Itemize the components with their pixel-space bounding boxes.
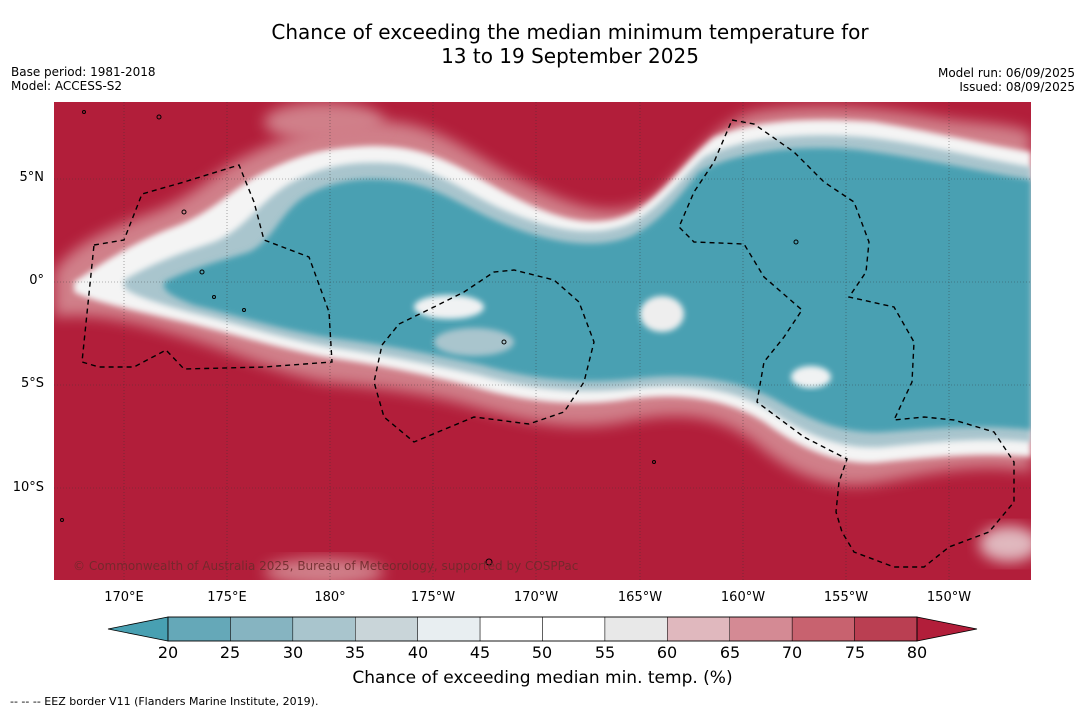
eez-borders bbox=[81, 119, 1015, 568]
copyright-notice: © Commonwealth of Australia 2025, Bureau… bbox=[73, 559, 579, 573]
title-line-2: 13 to 19 September 2025 bbox=[441, 44, 699, 68]
blob-pink-se bbox=[979, 526, 1031, 562]
meta-left: Base period: 1981-2018 Model: ACCESS-S2 bbox=[11, 65, 156, 93]
lat-label-5s: 5°S bbox=[20, 376, 44, 391]
colorbar-segment-40 bbox=[417, 616, 481, 642]
cb-tick-30: 30 bbox=[282, 643, 304, 662]
colorbar-segment-20 bbox=[167, 616, 231, 642]
colorbar-segment-70 bbox=[791, 616, 855, 642]
colorbar-segments bbox=[167, 616, 918, 642]
cb-tick-40: 40 bbox=[407, 643, 429, 662]
map-title: Chance of exceeding the median minimum t… bbox=[0, 20, 1085, 68]
blob-white-2 bbox=[640, 296, 684, 332]
colorbar-segment-65 bbox=[729, 616, 793, 642]
lat-label-0: 0° bbox=[29, 273, 44, 288]
lon-label-170w: 170°W bbox=[513, 590, 559, 605]
colorbar-segment-55 bbox=[604, 616, 668, 642]
lon-label-180: 180° bbox=[314, 590, 346, 605]
lon-label-155w: 155°W bbox=[823, 590, 869, 605]
colorbar-segment-25 bbox=[230, 616, 294, 642]
eez-border-west bbox=[81, 164, 333, 370]
colorbar-segment-35 bbox=[355, 616, 418, 642]
lat-label-10s: 10°S bbox=[12, 480, 44, 495]
colorbar-segment-30 bbox=[292, 616, 356, 642]
lon-label-175e: 175°E bbox=[207, 590, 247, 605]
eez-border-east bbox=[678, 119, 1015, 568]
cb-tick-80: 80 bbox=[906, 643, 928, 662]
lon-label-150w: 150°W bbox=[926, 590, 972, 605]
blob-white-1 bbox=[414, 295, 484, 319]
colorbar-under-arrow bbox=[107, 616, 169, 642]
base-period: Base period: 1981-2018 bbox=[11, 65, 156, 79]
probability-map bbox=[54, 102, 1031, 580]
cb-tick-50: 50 bbox=[531, 643, 553, 662]
islands bbox=[60, 110, 799, 566]
blob-pink-top bbox=[264, 102, 384, 142]
core-teal bbox=[164, 148, 1031, 433]
colorbar-segment-50 bbox=[542, 616, 606, 642]
model-run: Model run: 06/09/2025 bbox=[937, 66, 1075, 80]
blob-white-3 bbox=[791, 366, 831, 388]
colorbar-over-arrow bbox=[916, 616, 978, 642]
title-line-1: Chance of exceeding the median minimum t… bbox=[271, 20, 869, 44]
colorbar-segment-45 bbox=[479, 616, 543, 642]
blob-lightblue-1 bbox=[434, 328, 514, 356]
eez-footnote: -- -- -- EEZ border V11 (Flanders Marine… bbox=[10, 695, 319, 708]
cb-tick-55: 55 bbox=[594, 643, 616, 662]
cb-tick-70: 70 bbox=[781, 643, 803, 662]
colorbar-outline bbox=[167, 616, 918, 642]
blob-pink-bottom bbox=[264, 558, 384, 580]
lon-label-170e: 170°E bbox=[104, 590, 144, 605]
cb-tick-25: 25 bbox=[219, 643, 241, 662]
lon-label-165w: 165°W bbox=[617, 590, 663, 605]
cb-tick-35: 35 bbox=[344, 643, 366, 662]
colorbar-label: Chance of exceeding median min. temp. (%… bbox=[352, 668, 733, 688]
lon-label-160w: 160°W bbox=[720, 590, 766, 605]
lon-label-175w: 175°W bbox=[410, 590, 456, 605]
cb-tick-45: 45 bbox=[469, 643, 491, 662]
cb-tick-65: 65 bbox=[719, 643, 741, 662]
issued-date: Issued: 08/09/2025 bbox=[959, 80, 1075, 94]
eez-border-central bbox=[373, 269, 595, 443]
cb-tick-60: 60 bbox=[656, 643, 678, 662]
model-name: Model: ACCESS-S2 bbox=[11, 79, 123, 93]
colorbar-segment-75 bbox=[854, 616, 918, 642]
cb-tick-75: 75 bbox=[844, 643, 866, 662]
colorbar-segment-60 bbox=[667, 616, 731, 642]
lat-label-5n: 5°N bbox=[19, 170, 45, 185]
cb-tick-20: 20 bbox=[157, 643, 179, 662]
contour-shading bbox=[54, 102, 1031, 580]
gridlines bbox=[54, 102, 1031, 580]
meta-right: Model run: 06/09/2025 Issued: 08/09/2025 bbox=[938, 66, 1075, 94]
